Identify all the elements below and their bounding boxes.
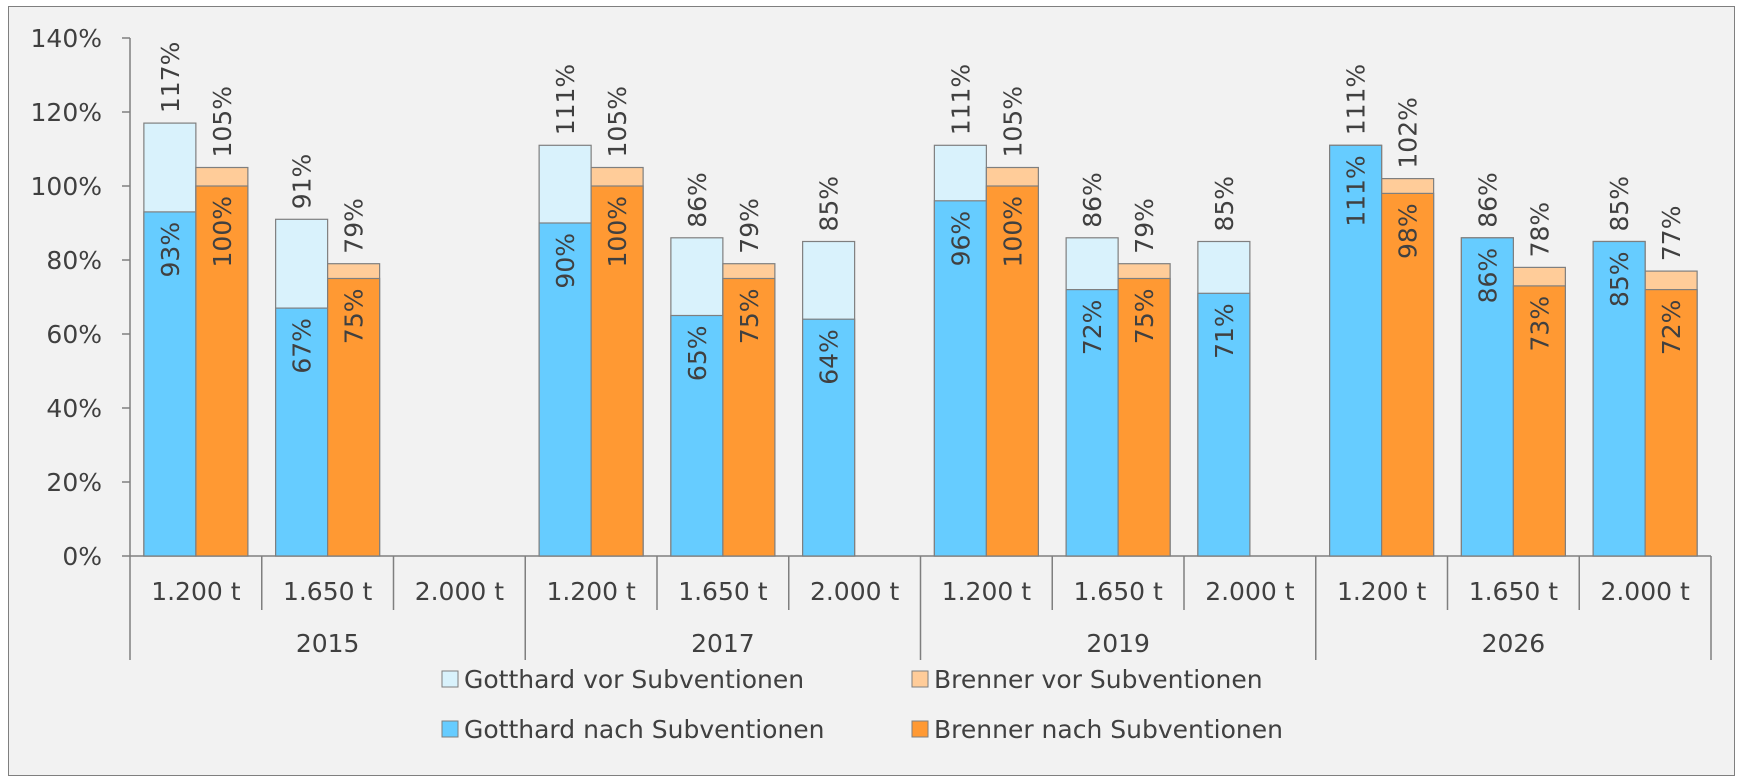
- category-label: 1.650 t: [678, 577, 768, 606]
- bar-gotthard-nach-subventionen: [1460, 237, 1514, 557]
- data-label: 85%: [815, 176, 844, 232]
- group-label: 2017: [691, 629, 755, 658]
- data-label: 111%: [946, 64, 975, 135]
- group-label: 2019: [1086, 629, 1150, 658]
- category-label: 2.000 t: [1205, 577, 1295, 606]
- category-label: 2.000 t: [415, 577, 505, 606]
- legend-label: Gotthard vor Subventionen: [464, 665, 804, 694]
- category-label: 2.000 t: [810, 577, 900, 606]
- data-label: 72%: [1657, 300, 1686, 356]
- category-label: 1.650 t: [1469, 577, 1559, 606]
- y-tick-label: 60%: [46, 320, 102, 349]
- bar-gotthard-nach-subventionen: [1592, 240, 1646, 557]
- bar-brenner-nach-subventionen: [1644, 289, 1698, 557]
- category-label: 1.200 t: [1337, 577, 1427, 606]
- y-tick-label: 40%: [46, 394, 102, 423]
- y-tick-label: 0%: [62, 542, 102, 571]
- data-label: 85%: [1210, 176, 1239, 232]
- data-label: 93%: [156, 222, 185, 278]
- bar-gotthard-nach-subventionen: [670, 314, 724, 557]
- data-label: 73%: [1525, 296, 1554, 352]
- bar-gotthard-nach-subventionen: [933, 200, 987, 557]
- data-label: 72%: [1078, 300, 1107, 356]
- data-label: 91%: [288, 154, 317, 210]
- data-label: 67%: [288, 318, 317, 374]
- data-label: 100%: [208, 196, 237, 267]
- bar-brenner-nach-subventionen: [195, 185, 249, 557]
- data-label: 111%: [1342, 155, 1371, 226]
- data-label: 71%: [1210, 303, 1239, 359]
- data-label: 117%: [156, 42, 185, 113]
- data-label: 75%: [735, 289, 764, 345]
- legend-label: Gotthard nach Subventionen: [464, 715, 825, 744]
- y-tick-label: 100%: [31, 172, 102, 201]
- data-label: 96%: [946, 211, 975, 267]
- group-label: 2015: [296, 629, 360, 658]
- data-label: 79%: [1130, 198, 1159, 254]
- data-label: 65%: [683, 326, 712, 382]
- data-label: 105%: [998, 86, 1027, 157]
- y-tick-label: 120%: [31, 98, 102, 127]
- y-tick-label: 20%: [46, 468, 102, 497]
- bar-gotthard-nach-subventionen: [1197, 292, 1251, 557]
- bar-brenner-nach-subventionen: [327, 277, 381, 557]
- data-label: 105%: [603, 86, 632, 157]
- legend-swatch: [911, 670, 929, 688]
- data-label: 86%: [683, 172, 712, 228]
- data-label: 85%: [1605, 252, 1634, 308]
- group-label: 2026: [1482, 629, 1546, 658]
- data-label: 100%: [603, 196, 632, 267]
- category-label: 1.650 t: [1073, 577, 1163, 606]
- bar-brenner-nach-subventionen: [1512, 285, 1566, 557]
- category-label: 1.200 t: [546, 577, 636, 606]
- legend-label: Brenner vor Subventionen: [934, 665, 1263, 694]
- data-label: 90%: [551, 233, 580, 289]
- data-label: 86%: [1078, 172, 1107, 228]
- legend-swatch: [911, 720, 929, 738]
- data-label: 79%: [340, 198, 369, 254]
- data-label: 77%: [1657, 206, 1686, 262]
- category-label: 2.000 t: [1600, 577, 1690, 606]
- bar-gotthard-nach-subventionen: [538, 222, 592, 557]
- bar-brenner-nach-subventionen: [590, 185, 644, 557]
- data-label: 111%: [551, 64, 580, 135]
- data-label: 111%: [1342, 64, 1371, 135]
- bar-gotthard-nach-subventionen: [275, 307, 329, 557]
- bar-gotthard-nach-subventionen: [802, 318, 856, 557]
- data-label: 79%: [735, 198, 764, 254]
- bar-brenner-nach-subventionen: [1381, 192, 1435, 557]
- bar-gotthard-nach-subventionen: [1065, 289, 1119, 557]
- data-label: 85%: [1605, 176, 1634, 232]
- data-label: 75%: [340, 289, 369, 345]
- y-tick-label: 80%: [46, 246, 102, 275]
- category-label: 1.200 t: [151, 577, 241, 606]
- bar-brenner-nach-subventionen: [985, 185, 1039, 557]
- category-label: 1.650 t: [283, 577, 373, 606]
- data-label: 98%: [1394, 203, 1423, 259]
- bar-brenner-nach-subventionen: [1117, 277, 1171, 557]
- data-label: 86%: [1473, 172, 1502, 228]
- data-label: 86%: [1473, 248, 1502, 304]
- legend-swatch: [441, 720, 459, 738]
- bar-gotthard-nach-subventionen: [143, 211, 197, 557]
- legend-label: Brenner nach Subventionen: [934, 715, 1283, 744]
- bar-gotthard-nach-subventionen: [1329, 144, 1383, 557]
- data-label: 78%: [1525, 202, 1554, 258]
- data-label: 64%: [815, 329, 844, 385]
- y-tick-label: 140%: [31, 24, 102, 53]
- data-label: 105%: [208, 86, 237, 157]
- legend-swatch: [441, 670, 459, 688]
- bar-brenner-nach-subventionen: [722, 277, 776, 557]
- category-label: 1.200 t: [942, 577, 1032, 606]
- data-label: 102%: [1394, 97, 1423, 168]
- data-label: 75%: [1130, 289, 1159, 345]
- data-label: 100%: [998, 196, 1027, 267]
